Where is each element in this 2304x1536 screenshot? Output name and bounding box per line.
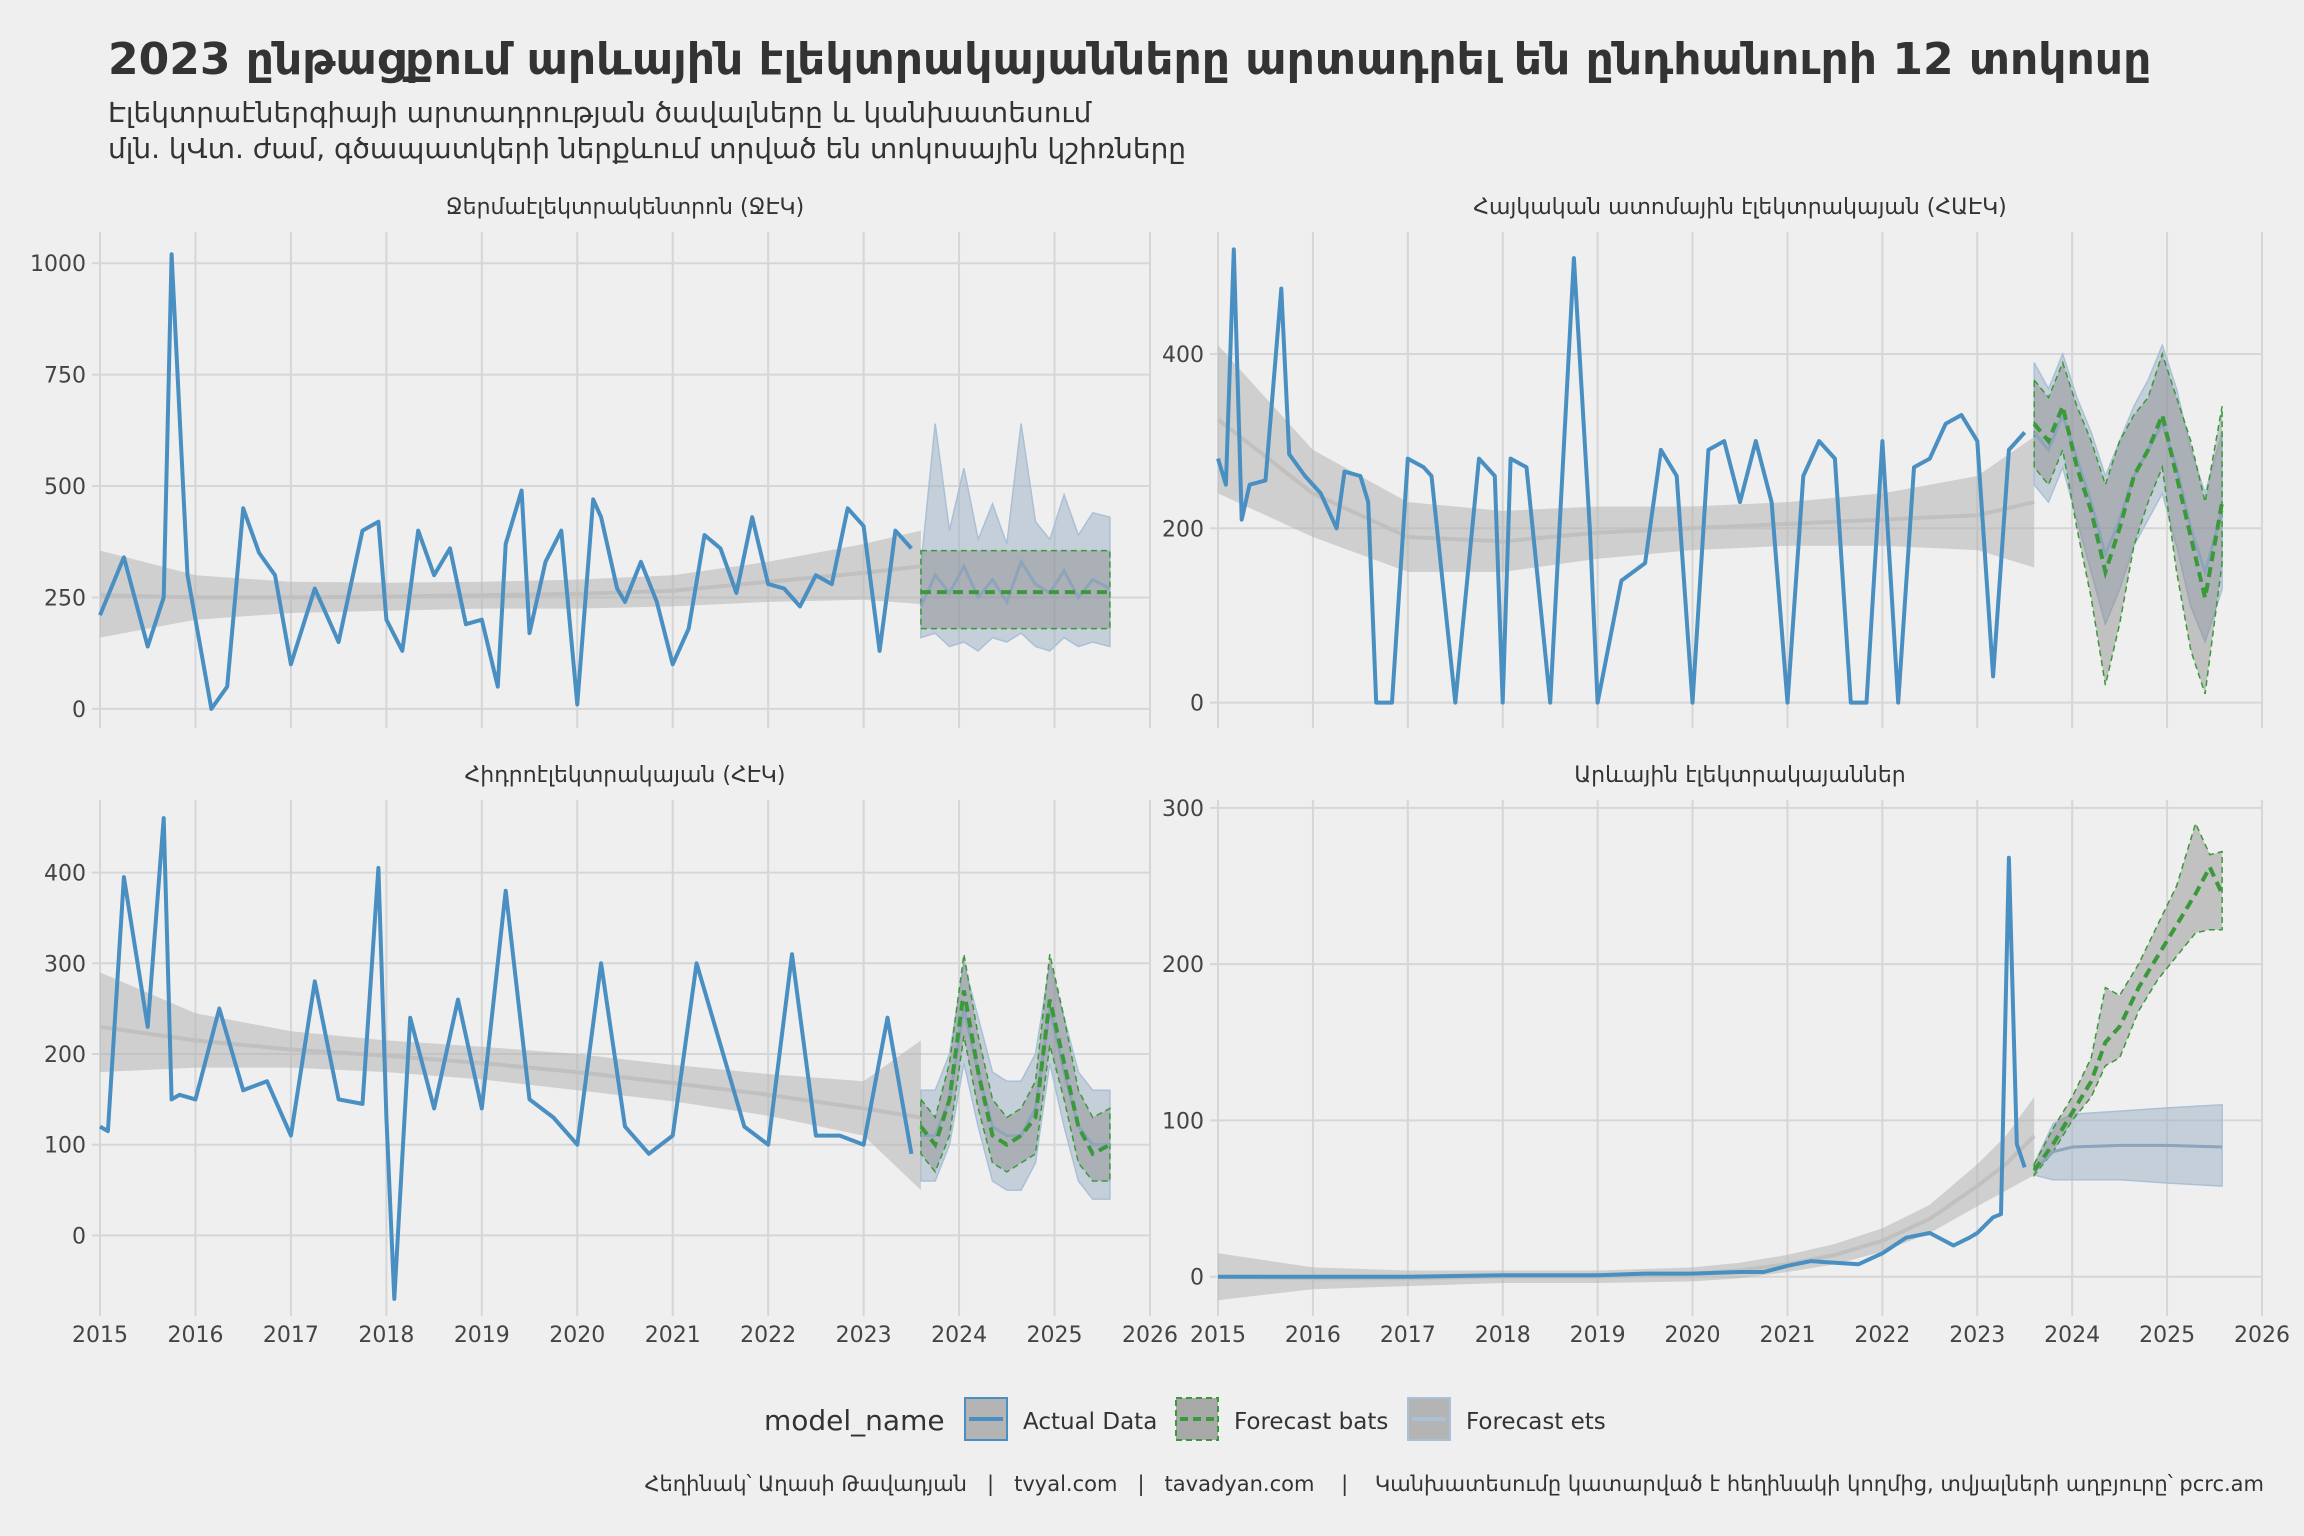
x-tick-label: 2022 xyxy=(1854,1323,1910,1348)
panel-title: Հայկական ատոմային էլեկտրակայան (ՀԱԷԿ) xyxy=(1473,195,2007,220)
actual-data-line xyxy=(1216,247,2027,705)
smooth-confidence-band xyxy=(100,972,921,1191)
bats-forecast-band xyxy=(2033,821,2223,1178)
bats-forecast-line xyxy=(2032,862,2224,1172)
chart-title: 2023 ընթացքում արևային էլեկտրակայանները … xyxy=(108,34,2151,85)
smooth-confidence-band xyxy=(1218,1097,2035,1301)
y-tick-label: 250 xyxy=(44,586,86,611)
actual-data-line xyxy=(98,252,913,711)
legend-key-bats: Forecast bats xyxy=(1175,1397,1388,1441)
x-tick-label: 2019 xyxy=(1570,1323,1626,1348)
facet-panel-4: Արևային էլեկտրակայաններ 0 100 200 300 2015 201… xyxy=(1162,763,2290,1348)
bats-forecast-line xyxy=(2032,399,2225,599)
x-tick-label: 2015 xyxy=(72,1323,128,1348)
ets-forecast-band xyxy=(920,423,1111,652)
y-tick-label: 300 xyxy=(44,952,86,977)
facet-panel-1: Ջերմաէլեկտրակենտրոն (ՋԷԿ) 0 250 500 750 1000 xyxy=(30,195,1151,728)
x-tick-label: 2019 xyxy=(454,1323,510,1348)
y-tick-label: 400 xyxy=(1162,343,1204,368)
bats-forecast-line xyxy=(919,990,1111,1157)
x-tick-label: 2021 xyxy=(1759,1323,1815,1348)
x-tick-label: 2018 xyxy=(1475,1323,1531,1348)
y-tick-label: 750 xyxy=(44,364,86,389)
smooth-trend-line xyxy=(99,1024,922,1120)
x-tick-label: 2018 xyxy=(358,1323,414,1348)
y-tick-label: 0 xyxy=(72,698,86,723)
chart-caption: Հեղինակ՝ Աղասի Թավադյան | tvyal.com | ta… xyxy=(644,1472,2264,1497)
legend: model_name Actual Data Forecast bats For… xyxy=(764,1397,1606,1441)
x-tick-label: 2016 xyxy=(1285,1323,1341,1348)
legend-label-bats: Forecast bats xyxy=(1234,1409,1388,1435)
actual-data-line xyxy=(99,816,914,1301)
actual-data-line xyxy=(1218,855,2027,1279)
legend-key-ets: Forecast ets xyxy=(1407,1397,1606,1441)
x-tick-label: 2021 xyxy=(645,1323,701,1348)
x-tick-label: 2024 xyxy=(931,1323,987,1348)
y-tick-label: 500 xyxy=(44,475,86,500)
ets-forecast-line xyxy=(2033,1143,2223,1172)
x-tick-label: 2026 xyxy=(2234,1323,2290,1348)
smooth-trend-line xyxy=(1216,417,2035,544)
y-tick-label: 200 xyxy=(1162,953,1204,978)
legend-title: model_name xyxy=(764,1404,945,1437)
x-tick-label: 2025 xyxy=(1027,1323,1083,1348)
x-tick-label: 2025 xyxy=(2139,1323,2195,1348)
chart-subtitle-line1: Էլեկտրաէներգիայի արտադրության ծավալները … xyxy=(108,96,1093,129)
legend-label-actual: Actual Data xyxy=(1023,1409,1157,1435)
x-tick-label: 2015 xyxy=(1190,1323,1246,1348)
x-tick-label: 2026 xyxy=(1122,1323,1178,1348)
smooth-confidence-band xyxy=(100,530,921,638)
panel-title: Արևային էլեկտրակայաններ xyxy=(1574,763,1905,788)
y-tick-label: 200 xyxy=(1162,517,1204,542)
x-tick-label: 2017 xyxy=(1380,1323,1436,1348)
x-tick-label: 2020 xyxy=(549,1323,605,1348)
y-tick-label: 1000 xyxy=(30,252,86,277)
panel-title: Ջերմաէլեկտրակենտրոն (ՋԷԿ) xyxy=(446,195,804,220)
y-tick-label: 400 xyxy=(44,862,86,887)
bats-forecast-band xyxy=(920,549,1111,630)
ets-forecast-line xyxy=(919,558,1111,608)
y-tick-label: 0 xyxy=(1190,1266,1204,1291)
y-tick-label: 0 xyxy=(72,1224,86,1249)
legend-label-ets: Forecast ets xyxy=(1466,1409,1606,1435)
x-tick-label: 2017 xyxy=(263,1323,319,1348)
y-tick-label: 100 xyxy=(1162,1109,1204,1134)
y-tick-label: 0 xyxy=(1190,692,1204,717)
bats-forecast-band xyxy=(2033,351,2223,695)
x-tick-label: 2023 xyxy=(836,1323,892,1348)
facet-panel-3: Հիդրոէլեկտրակայան (ՀԷԿ) 0 100 200 300 400 2015… xyxy=(44,763,1178,1348)
x-tick-label: 2016 xyxy=(167,1323,223,1348)
legend-key-actual: Actual Data xyxy=(964,1397,1157,1441)
facet-panel-2: Հայկական ատոմային էլեկտրակայան (ՀԱԷԿ) 0 20… xyxy=(1162,195,2263,728)
x-tick-label: 2020 xyxy=(1665,1323,1721,1348)
smooth-confidence-band xyxy=(1218,345,2035,572)
x-tick-label: 2024 xyxy=(2044,1323,2100,1348)
y-tick-label: 300 xyxy=(1162,797,1204,822)
y-tick-label: 100 xyxy=(44,1134,86,1159)
x-tick-label: 2022 xyxy=(740,1323,796,1348)
chart-subtitle-line2: մլն. կՎտ. ժամ, գծապատկերի ներքևում տրված… xyxy=(108,132,1186,165)
x-tick-label: 2023 xyxy=(1949,1323,2005,1348)
gridlines xyxy=(1210,800,2263,1316)
y-tick-label: 200 xyxy=(44,1043,86,1068)
facet-panels: Ջերմաէլեկտրակենտրոն (ՋԷԿ)02505007501000Հ… xyxy=(30,195,2290,1348)
panel-title: Հիդրոէլեկտրակայան (ՀԷԿ) xyxy=(465,763,786,788)
